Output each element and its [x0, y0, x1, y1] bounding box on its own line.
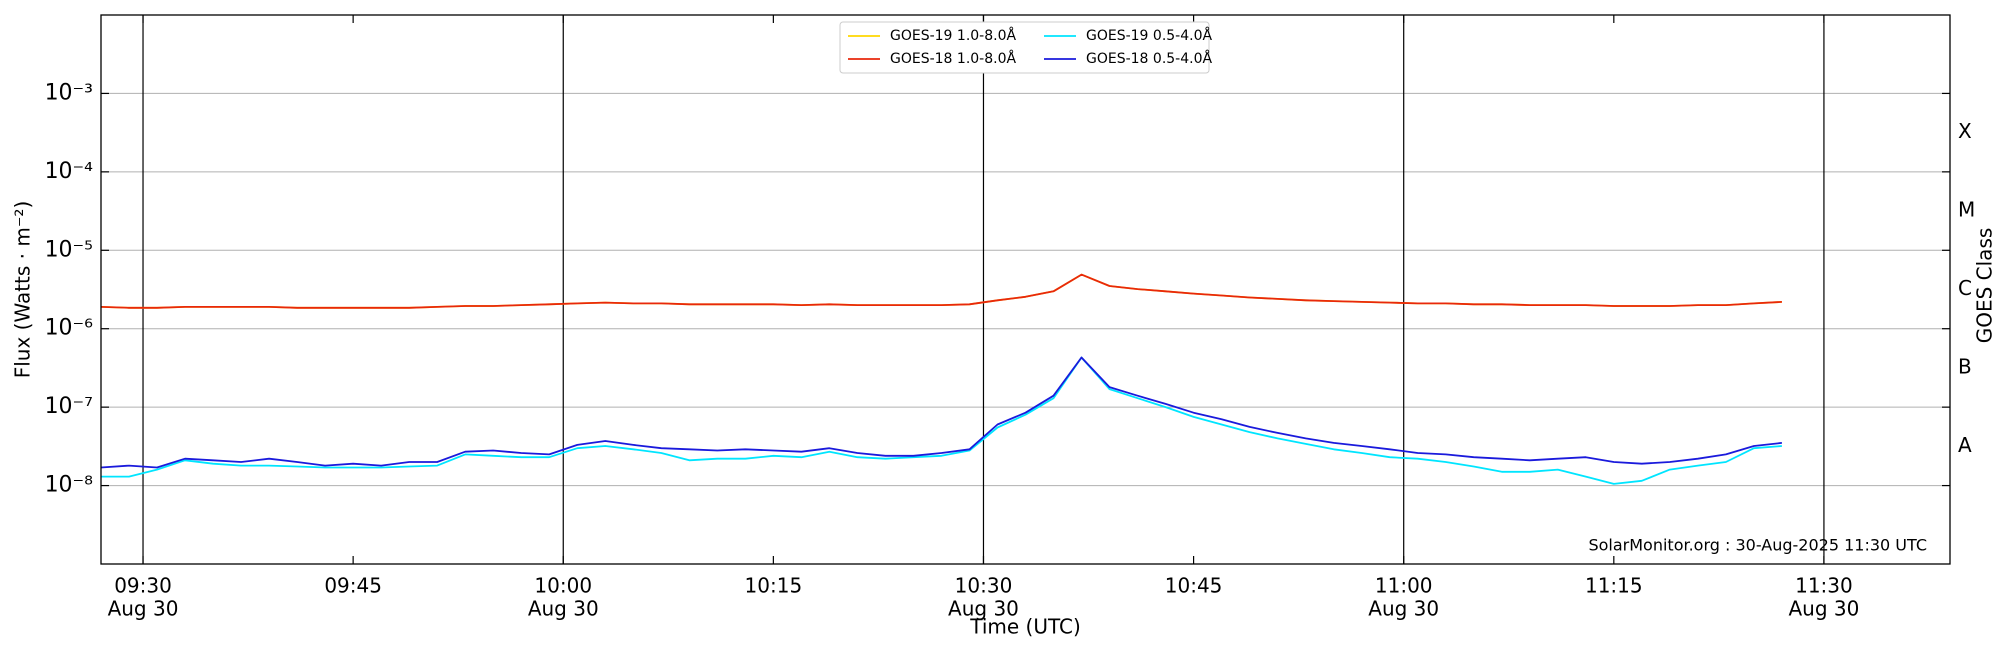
class-label: A: [1958, 433, 1972, 457]
x-tick-label: 11:00: [1375, 574, 1433, 598]
x-tick-label: 11:30: [1795, 574, 1853, 598]
y-tick-label: 10⁻⁵: [45, 237, 93, 262]
y-tick-label: 10⁻³: [45, 80, 93, 105]
x-tick-sublabel: Aug 30: [108, 597, 179, 621]
x-tick-sublabel: Aug 30: [1368, 597, 1439, 621]
x-tick-label: 11:15: [1585, 574, 1643, 598]
x-tick-label: 09:45: [324, 574, 382, 598]
x-tick-sublabel: Aug 30: [1789, 597, 1860, 621]
y2-axis-label: GOES Class: [1973, 228, 1997, 344]
legend-box: [839, 21, 1210, 74]
legend-label: GOES-18 1.0-8.0Å: [890, 50, 1016, 67]
class-label: X: [1958, 119, 1972, 143]
y-axis-label: Flux (Watts · m⁻²): [11, 201, 35, 379]
x-tick-sublabel: Aug 30: [528, 597, 599, 621]
x-tick-label: 10:30: [955, 574, 1013, 598]
series-line: [100, 356, 1782, 469]
x-tick-sublabel: Aug 30: [948, 597, 1019, 621]
x-tick-label: 10:45: [1165, 574, 1223, 598]
class-label: M: [1958, 198, 1975, 222]
series-line: [100, 273, 1782, 309]
series-line: [101, 356, 1782, 485]
class-label: B: [1958, 354, 1972, 378]
x-axis-label: Time (UTC): [969, 615, 1081, 639]
legend-label: GOES-19 0.5-4.0Å: [1086, 27, 1212, 44]
x-tick-label: 10:15: [745, 574, 803, 598]
plot-frame: [100, 14, 1951, 565]
legend: GOES-19 1.0-8.0Å GOES-18 1.0-8.0Å GOES-19 …: [839, 21, 1212, 74]
legend-label: GOES-18 0.5-4.0Å: [1086, 50, 1212, 67]
y-tick-label: 10⁻⁶: [45, 316, 94, 341]
y-tick-label: 10⁻⁸: [45, 473, 94, 498]
legend-label: GOES-19 1.0-8.0Å: [890, 27, 1016, 44]
annotation: SolarMonitor.org : 30-Aug-2025 11:30 UTC: [1588, 536, 1927, 555]
x-tick-label: 10:00: [534, 574, 592, 598]
class-label: C: [1958, 276, 1972, 300]
y-tick-label: 10⁻⁴: [45, 159, 94, 184]
x-tick-label: 09:30: [114, 574, 172, 598]
y-tick-label: 10⁻⁷: [45, 394, 93, 419]
